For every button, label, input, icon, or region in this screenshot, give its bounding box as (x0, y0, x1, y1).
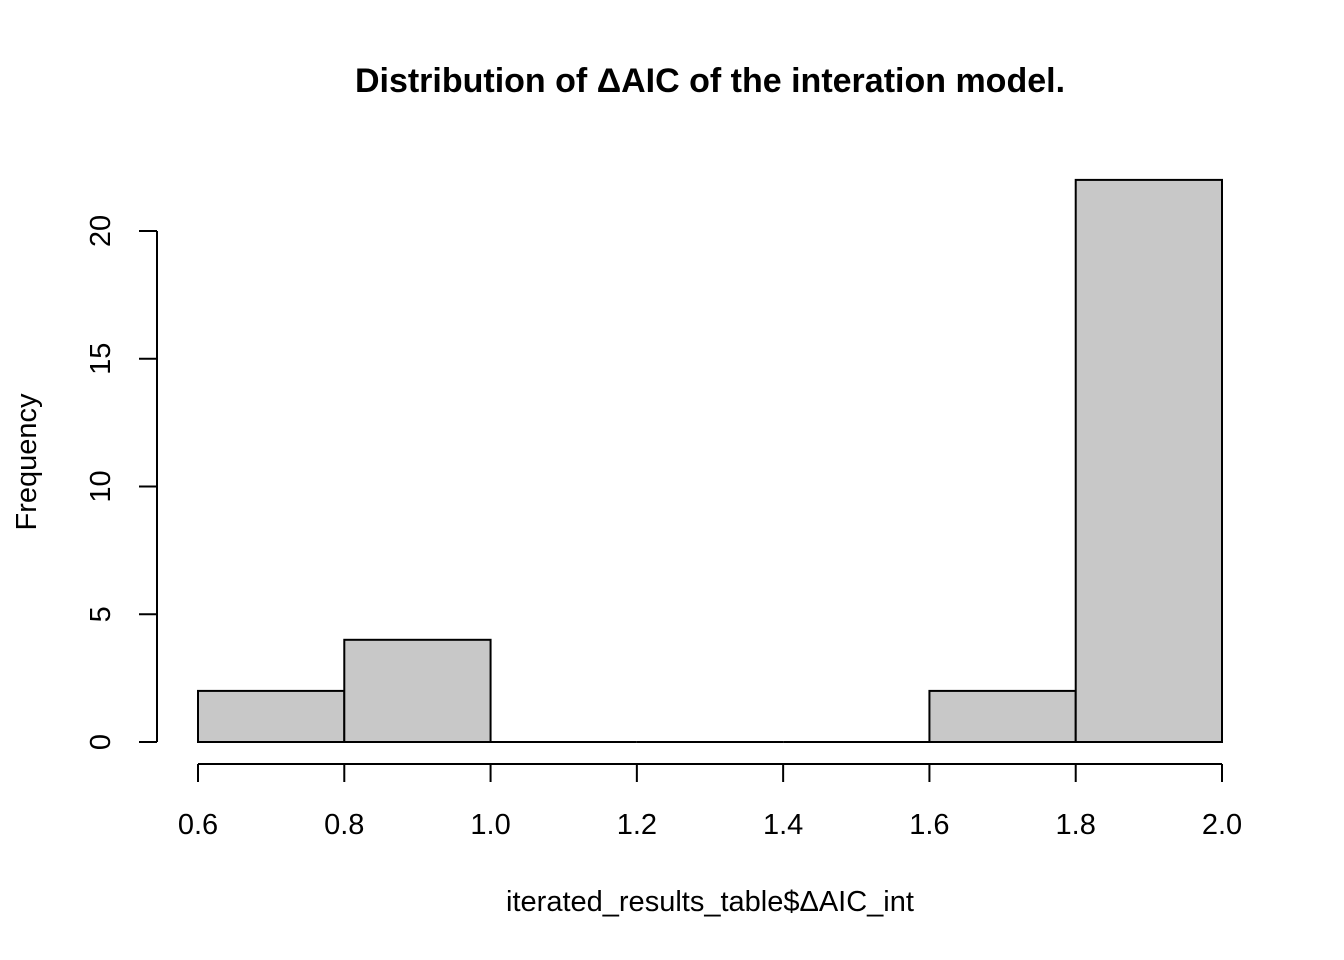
histogram-bar (197, 689, 346, 744)
y-tick-label: 0 (85, 734, 117, 750)
x-tick-label: 1.2 (617, 809, 657, 841)
histogram-bar (343, 638, 492, 743)
x-tick-label: 0.6 (178, 809, 218, 841)
y-tick-label: 10 (85, 470, 117, 502)
y-axis: 0 5 10 15 20 (85, 215, 158, 750)
x-axis: 0.6 0.8 1.0 1.2 1.4 1.6 1.8 2.0 (178, 763, 1242, 841)
bars-group (197, 178, 1223, 744)
y-axis-label: Frequency (11, 393, 43, 531)
x-tick-label: 1.8 (1056, 809, 1096, 841)
x-tick-label: 0.8 (324, 809, 364, 841)
x-tick-label: 1.0 (470, 809, 510, 841)
histogram-bar (928, 689, 1077, 744)
x-tick-label: 2.0 (1202, 809, 1242, 841)
y-tick-label: 15 (85, 343, 117, 375)
y-tick-label: 5 (85, 606, 117, 622)
chart-title: Distribution of ΔAIC of the interation m… (355, 62, 1065, 100)
x-tick-label: 1.6 (909, 809, 949, 841)
y-tick-label: 20 (85, 215, 117, 247)
histogram-bar (1074, 178, 1223, 743)
x-tick-label: 1.4 (763, 809, 803, 841)
x-axis-label: iterated_results_table$ΔAIC_int (506, 886, 914, 918)
